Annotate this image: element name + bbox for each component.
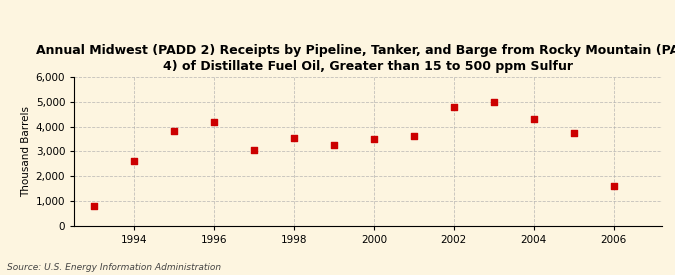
Point xyxy=(89,204,100,208)
Point xyxy=(488,100,499,104)
Point xyxy=(129,159,140,163)
Text: Source: U.S. Energy Information Administration: Source: U.S. Energy Information Administ… xyxy=(7,263,221,272)
Point xyxy=(529,117,539,121)
Point xyxy=(248,148,259,152)
Point xyxy=(568,131,579,135)
Point xyxy=(608,184,619,188)
Point xyxy=(448,104,459,109)
Point xyxy=(329,143,340,147)
Point xyxy=(289,136,300,140)
Point xyxy=(408,134,419,139)
Point xyxy=(209,119,219,124)
Title: Annual Midwest (PADD 2) Receipts by Pipeline, Tanker, and Barge from Rocky Mount: Annual Midwest (PADD 2) Receipts by Pipe… xyxy=(36,44,675,73)
Point xyxy=(369,137,379,141)
Y-axis label: Thousand Barrels: Thousand Barrels xyxy=(22,106,32,197)
Point xyxy=(169,129,180,134)
